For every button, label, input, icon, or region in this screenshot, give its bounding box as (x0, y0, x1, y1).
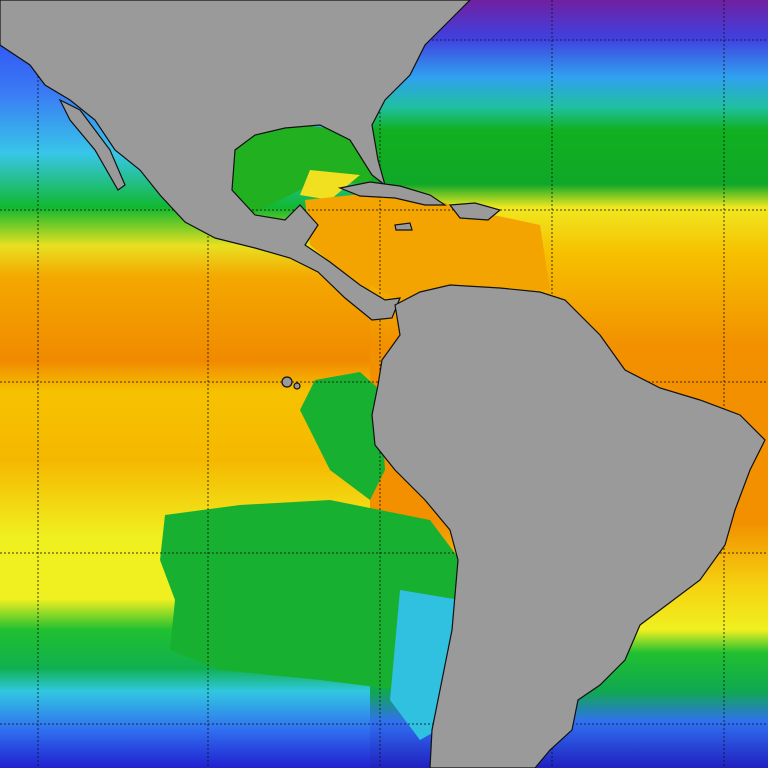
baja-california (58, 98, 126, 191)
hispaniola (448, 202, 502, 221)
cuba (337, 181, 447, 206)
peru-current (300, 372, 385, 500)
north-america (0, 0, 471, 321)
southeast-pacific-cool-area (160, 500, 460, 690)
galapagos (293, 382, 301, 390)
galapagos (281, 376, 293, 388)
jamaica (394, 222, 413, 231)
gulf-warm-patch (300, 170, 360, 200)
gulf-of-mexico (232, 125, 380, 215)
south-america (371, 284, 766, 768)
